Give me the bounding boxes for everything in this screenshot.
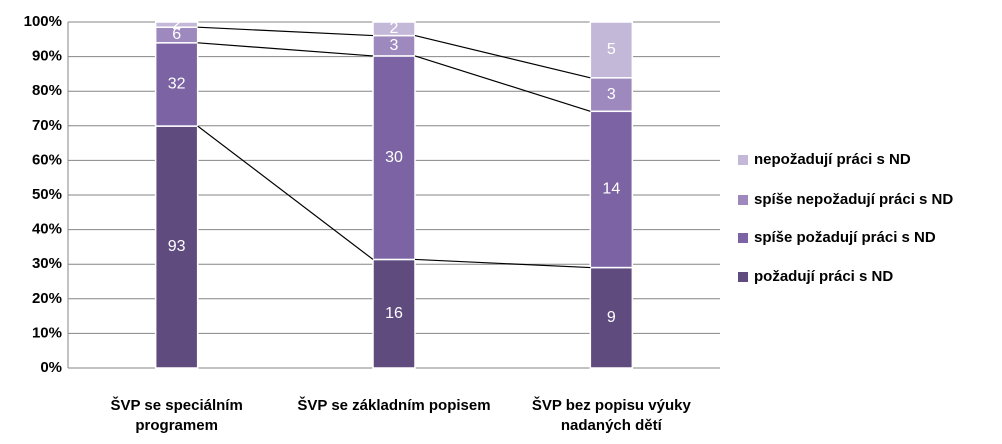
y-tick-label: 50% <box>32 186 62 203</box>
bar-segment <box>589 21 634 79</box>
y-tick-label: 40% <box>32 221 62 238</box>
series-line <box>414 258 591 269</box>
x-tick-label: ŠVP se speciálním programem <box>110 397 243 434</box>
y-tick-label: 0% <box>40 359 62 376</box>
data-label: 3 <box>607 86 616 103</box>
bar-segment <box>372 258 416 369</box>
y-tick-label: 100% <box>24 13 62 30</box>
x-tick-label: ŠVP se základním popisem <box>297 397 491 414</box>
y-tick-label: 70% <box>32 117 62 134</box>
legend-label: požadují práci s ND <box>754 268 893 285</box>
data-label: 32 <box>168 76 186 93</box>
data-label: 3 <box>390 37 399 54</box>
series-line <box>414 34 591 79</box>
bar-segment <box>589 77 634 113</box>
bar-segment <box>589 266 634 369</box>
data-label: 30 <box>385 149 403 166</box>
y-tick-label: 30% <box>32 255 62 272</box>
legend-label: spíše nepožadují práci s ND <box>754 191 953 208</box>
series-line <box>197 42 374 57</box>
series-line <box>414 55 591 112</box>
y-tick-label: 10% <box>32 324 62 341</box>
legend-label: nepožadují práci s ND <box>754 151 911 168</box>
bar-segment <box>154 125 199 369</box>
y-tick-label: 60% <box>32 151 62 168</box>
series-line <box>197 125 374 260</box>
y-tick-label: 90% <box>32 48 62 65</box>
data-label: 6 <box>172 26 181 43</box>
legend-swatch <box>738 195 748 205</box>
bar-segment <box>154 21 199 28</box>
data-label: 2 <box>172 16 181 33</box>
legend-swatch <box>738 233 748 243</box>
x-tick-label: ŠVP bez popisu výuky nadaných dětí <box>531 397 691 434</box>
bar-segment <box>372 21 416 37</box>
data-label: 9 <box>607 309 616 326</box>
legend-swatch <box>738 155 748 165</box>
series-line <box>197 26 374 37</box>
legend-swatch <box>738 272 748 282</box>
bar-segment <box>372 55 416 261</box>
legend-label: spíše požadují práci s ND <box>754 229 936 246</box>
y-tick-label: 20% <box>32 290 62 307</box>
data-label: 93 <box>168 238 186 255</box>
data-label: 2 <box>390 20 399 37</box>
data-label: 5 <box>607 41 616 58</box>
bar-segment <box>589 110 634 269</box>
data-label: 16 <box>385 305 403 322</box>
y-tick-label: 80% <box>32 82 62 99</box>
data-label: 14 <box>602 181 620 198</box>
